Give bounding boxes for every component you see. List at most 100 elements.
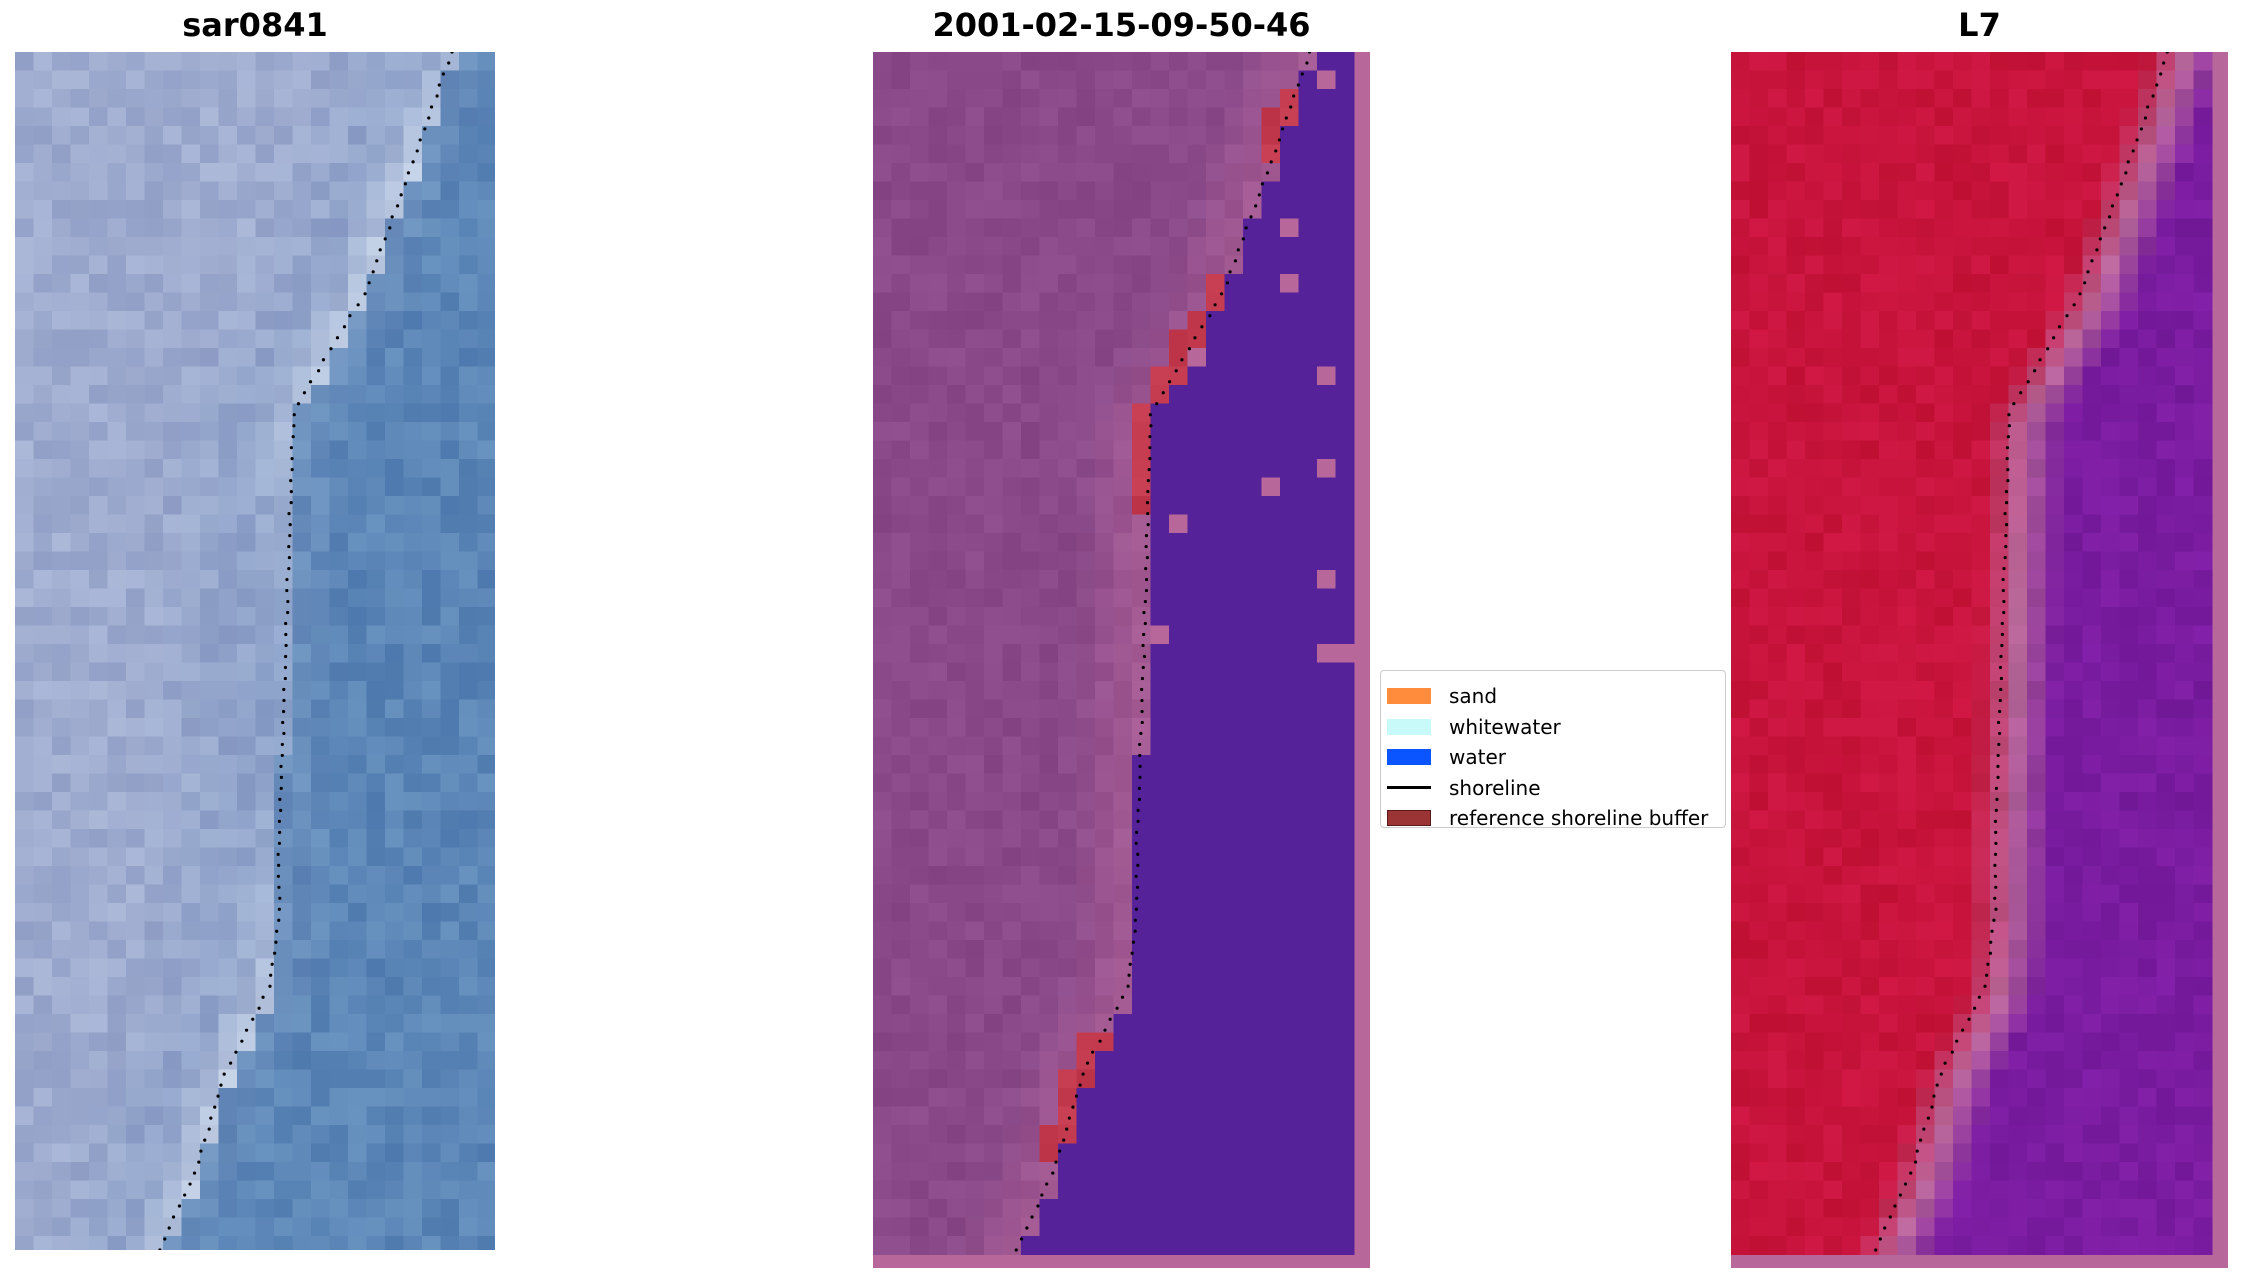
index-pixel: [2045, 311, 2065, 330]
class-pixel: [1150, 348, 1170, 367]
class-pixel: [1132, 385, 1151, 404]
class-pixel: [1298, 755, 1318, 774]
class-pixel: [965, 699, 985, 719]
image-pixel: [89, 773, 108, 793]
index-pixel: [1953, 847, 1972, 867]
shoreline-point: [1269, 160, 1273, 164]
index-pixel: [1990, 829, 2009, 848]
index-pixel: [2064, 792, 2083, 811]
index-pixel: [1749, 477, 1769, 497]
shoreline-point: [277, 918, 281, 922]
shoreline-point: [167, 1226, 171, 1230]
index-pixel: [2156, 847, 2176, 867]
index-pixel: [2045, 995, 2065, 1015]
image-pixel: [163, 736, 182, 756]
index-pixel: [1860, 699, 1880, 719]
image-pixel: [144, 477, 164, 497]
class-pixel: [1206, 200, 1225, 219]
image-pixel: [348, 366, 367, 386]
index-pixel: [1842, 89, 1861, 108]
image-pixel: [107, 570, 127, 589]
class-pixel: [910, 1014, 929, 1033]
class-pixel: [891, 588, 911, 608]
shoreline-point: [1140, 709, 1144, 714]
class-pixel: [1243, 181, 1262, 201]
index-pixel: [1897, 255, 1917, 275]
image-pixel: [126, 1180, 145, 1200]
index-pixel: [1860, 311, 1880, 330]
class-pixel: [965, 662, 985, 682]
image-pixel: [33, 995, 53, 1015]
index-pixel: [2101, 477, 2120, 497]
class-pixel: [1132, 736, 1151, 756]
image-pixel: [422, 977, 441, 996]
index-pixel: [1768, 89, 1787, 108]
image-pixel: [311, 107, 330, 127]
image-pixel: [477, 1236, 495, 1250]
class-pixel: [1261, 144, 1281, 164]
class-pixel: [1113, 958, 1133, 978]
class-pixel: [984, 163, 1003, 182]
class-pixel: [965, 403, 985, 423]
index-pixel: [1768, 496, 1787, 515]
class-pixel: [1335, 940, 1355, 959]
image-pixel: [459, 422, 478, 441]
index-pixel: [2119, 107, 2139, 127]
shoreline-point: [1241, 237, 1245, 241]
class-pixel: [1169, 1217, 1188, 1237]
image-pixel: [403, 588, 423, 608]
image-pixel: [422, 274, 441, 293]
image-pixel: [70, 551, 90, 571]
class-pixel: [1058, 440, 1077, 460]
index-pixel: [2138, 607, 2157, 626]
class-pixel: [873, 385, 892, 404]
image-pixel: [15, 163, 34, 182]
class-pixel: [1206, 292, 1225, 312]
class-pixel: [891, 884, 911, 904]
image-pixel: [329, 773, 349, 793]
class-pixel: [984, 607, 1003, 626]
class-pixel: [928, 866, 948, 885]
class-pixel: [1002, 1143, 1022, 1163]
class-pixel: [1169, 681, 1188, 700]
image-pixel: [237, 348, 256, 367]
class-pixel: [1021, 496, 1040, 515]
index-pixel: [1953, 366, 1972, 386]
index-pixel: [1731, 736, 1750, 756]
shoreline-point: [279, 764, 283, 769]
image-pixel: [52, 699, 71, 719]
image-pixel: [163, 847, 182, 867]
image-pixel: [366, 1032, 386, 1052]
image-pixel: [422, 847, 441, 867]
class-pixel: [1076, 1162, 1096, 1181]
class-pixel: [1298, 126, 1318, 145]
class-pixel: [1280, 903, 1299, 922]
index-pixel: [2138, 163, 2157, 182]
class-pixel: [1058, 237, 1077, 256]
image-pixel: [181, 514, 201, 534]
index-pixel: [2138, 792, 2157, 811]
class-pixel: [1206, 607, 1225, 626]
image-pixel: [33, 773, 53, 793]
index-pixel: [1731, 311, 1750, 330]
shoreline-point: [1146, 490, 1150, 494]
index-pixel: [2101, 995, 2120, 1015]
index-pixel: [1879, 607, 1898, 626]
image-pixel: [274, 792, 293, 811]
image-pixel: [218, 755, 238, 774]
shoreline-point: [1307, 52, 1312, 54]
image-pixel: [440, 422, 460, 441]
image-pixel: [15, 607, 34, 626]
class-pixel: [928, 144, 948, 164]
index-pixel: [2008, 52, 2028, 71]
class-pixel: [1187, 810, 1207, 830]
image-pixel: [385, 847, 404, 867]
class-pixel: [1076, 662, 1096, 682]
index-pixel: [2027, 255, 2046, 275]
image-pixel: [89, 181, 108, 201]
shoreline-point: [286, 599, 290, 604]
image-pixel: [144, 514, 164, 534]
class-pixel: [1113, 1014, 1133, 1033]
class-pixel: [928, 255, 948, 275]
shoreline-point: [1126, 984, 1130, 988]
